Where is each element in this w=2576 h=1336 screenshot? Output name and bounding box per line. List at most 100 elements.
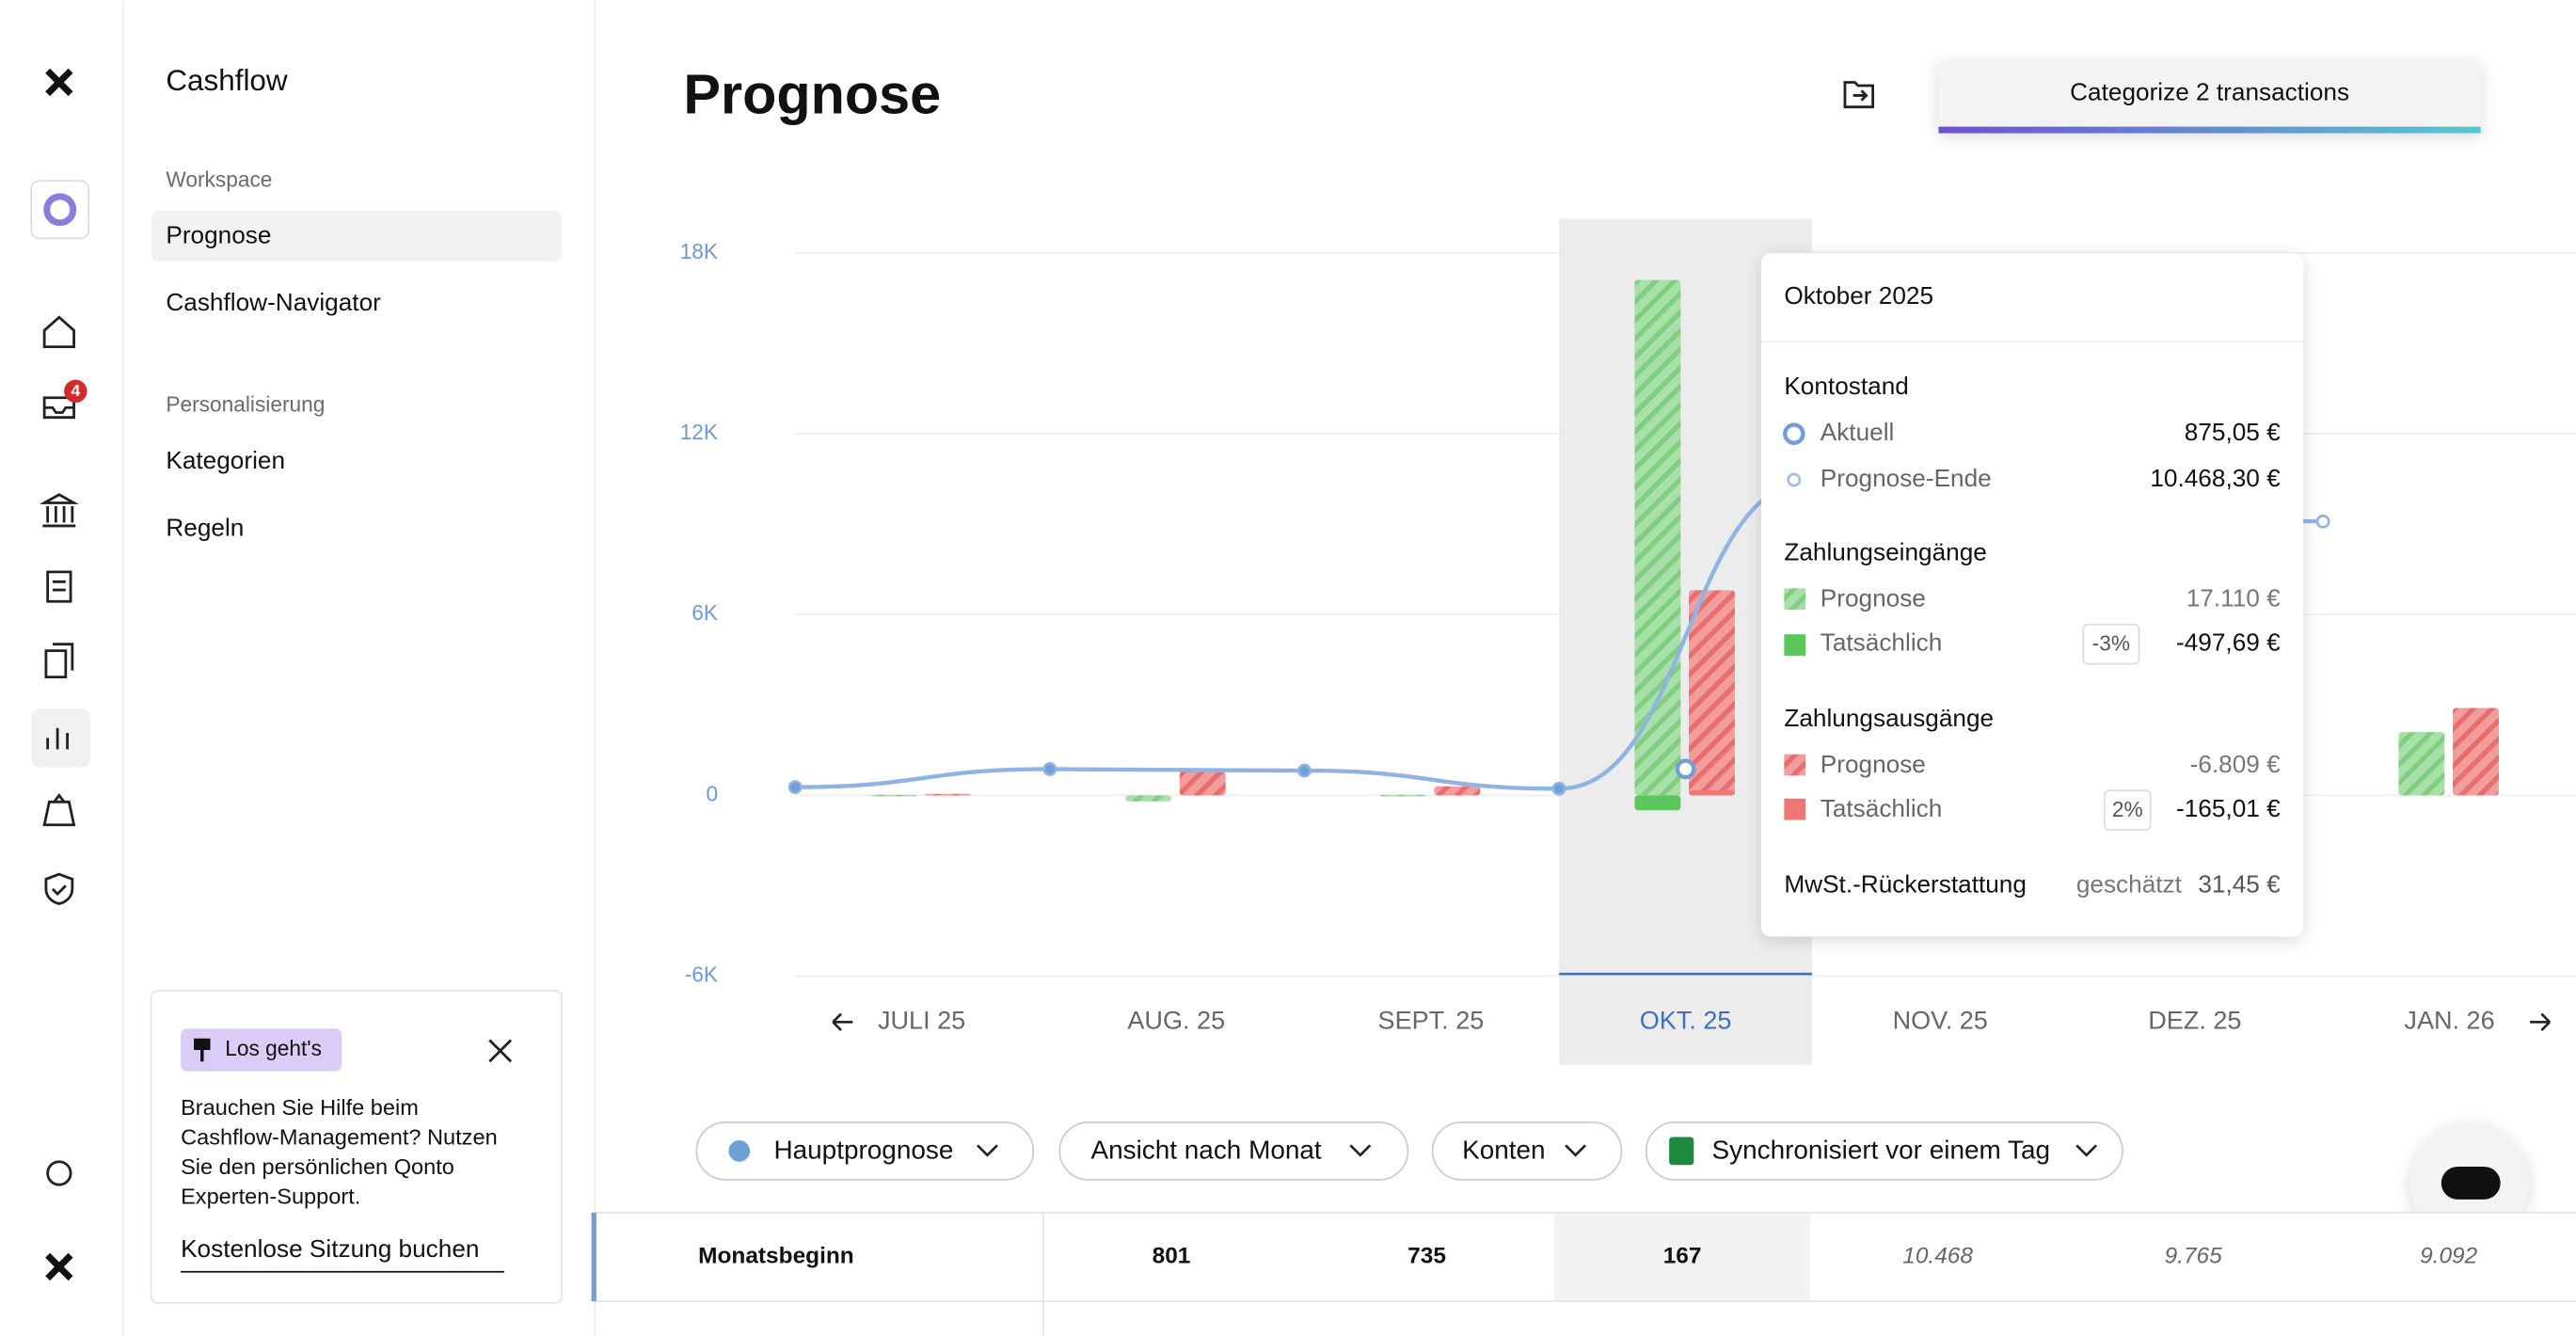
legend-dot [1787, 472, 1802, 487]
pct-label: -3% [2092, 631, 2130, 656]
button-label: Categorize 2 transactions [2070, 78, 2349, 106]
bar [1689, 790, 1735, 796]
filter-label: Synchronisiert vor einem Tag [1712, 1136, 2051, 1165]
table-cell: 10.468 [1902, 1243, 1973, 1268]
docs-icon[interactable] [44, 643, 74, 679]
help-text: Sie den persönlichen Qonto [181, 1154, 454, 1179]
pct-label: 2% [2112, 797, 2143, 821]
bar [1689, 590, 1735, 796]
org-icon[interactable] [30, 180, 90, 240]
bar [1379, 794, 1426, 797]
vat-label: MwSt.-Rückerstattung [1784, 869, 2027, 898]
receipt-icon[interactable] [46, 570, 72, 603]
active-icon-bg [31, 708, 91, 768]
filter-pill[interactable] [695, 1121, 1035, 1181]
table-cell: 9.092 [2420, 1243, 2478, 1268]
vat-note: geschätzt [2076, 869, 2183, 898]
filter-label: Hauptprognose [773, 1136, 953, 1165]
nav-item[interactable]: Regeln [166, 513, 244, 541]
pct-chip [2103, 789, 2152, 831]
balance-point [1042, 762, 1057, 776]
filter-pill[interactable] [1058, 1121, 1409, 1181]
bar [1125, 795, 1172, 802]
badge [64, 379, 87, 403]
x-tick-label: OKT. 25 [1640, 1006, 1732, 1034]
close-button[interactable] [488, 1039, 513, 1063]
x-tick-label: NOV. 25 [1893, 1006, 1988, 1034]
nav-item[interactable]: Kategorien [166, 446, 285, 474]
nav-item[interactable]: Cashflow-Navigator [166, 288, 381, 316]
chart-icon[interactable] [46, 727, 69, 750]
help-text: Experten-Support. [181, 1184, 360, 1208]
export-icon[interactable] [1843, 81, 1875, 109]
tooltip-label: Tatsächlich [1821, 628, 1943, 657]
filter-dot [728, 1140, 751, 1162]
table-cell: 735 [1407, 1243, 1446, 1268]
bank-icon[interactable] [39, 493, 79, 528]
tooltip-value: -6.809 € [2190, 750, 2282, 778]
tooltip-section: Zahlungsausgänge [1784, 704, 1994, 732]
help-link[interactable]: Kostenlose Sitzung buchen [181, 1234, 479, 1263]
logo [45, 68, 73, 97]
legend-swatch [1784, 754, 1806, 776]
row-accent [591, 1212, 596, 1302]
bar [1634, 795, 1681, 811]
actual-point [1675, 758, 1696, 780]
org-logo [43, 193, 77, 227]
y-tick-label: -6K [685, 962, 718, 986]
tooltip-value: -497,69 € [2176, 628, 2281, 657]
home-icon[interactable] [42, 315, 75, 349]
legend-swatch [1784, 798, 1806, 820]
filter-label: Konten [1462, 1136, 1546, 1165]
vat-value: 31,45 € [2198, 869, 2281, 898]
sheet-icon [1669, 1137, 1694, 1166]
nav-arrows[interactable] [832, 1012, 2551, 1031]
legend-swatch [1784, 634, 1806, 656]
y-tick-label: 12K [680, 420, 718, 444]
selected-cell [1553, 1212, 1811, 1302]
x-tick-label: JAN. 26 [2404, 1006, 2494, 1034]
tooltip-value: 875,05 € [2185, 418, 2281, 446]
bag-icon[interactable] [42, 793, 76, 827]
sidebar-title: Cashflow [166, 64, 288, 97]
balance-point [2315, 514, 2330, 529]
bar [1179, 771, 1226, 796]
chat-icon [2441, 1166, 2501, 1200]
filter-pill[interactable] [1645, 1121, 2123, 1181]
tag-icon [194, 1038, 211, 1062]
tooltip-label: Prognose-Ende [1821, 464, 1992, 492]
x-tick-label: DEZ. 25 [2148, 1006, 2241, 1034]
button-gradient [1938, 126, 2481, 134]
y-tick-label: 6K [692, 600, 718, 625]
inbox-icon[interactable] [42, 396, 75, 420]
nav-item[interactable]: Prognose [166, 221, 271, 249]
tooltip-label: Aktuell [1821, 418, 1895, 446]
tooltip-value: -165,01 € [2176, 794, 2281, 822]
shield-icon[interactable] [44, 872, 74, 906]
tooltip-label: Prognose [1821, 583, 1926, 612]
table-cell: 9.765 [2165, 1243, 2223, 1268]
tooltip-title: Oktober 2025 [1784, 281, 1933, 310]
bar [870, 794, 917, 797]
help-text: Cashflow-Management? Nutzen [181, 1124, 498, 1149]
legend-dot [1783, 422, 1805, 445]
categorize-button[interactable] [1938, 60, 2481, 134]
tooltip-section: Kontostand [1784, 372, 1909, 400]
y-tick-label: 18K [680, 239, 718, 263]
active-item-bg [151, 210, 563, 262]
balance-point [787, 780, 803, 795]
help-tag: Los geht's [225, 1036, 322, 1060]
help-text: Brauchen Sie Hilfe beim [181, 1095, 419, 1120]
help-tag-bg [181, 1028, 342, 1072]
section-label: Personalisierung [166, 391, 325, 416]
rail-icons[interactable]: 4 [30, 68, 91, 1281]
bar [2398, 732, 2445, 796]
x-tick-label: SEPT. 25 [1378, 1006, 1485, 1034]
filter-pill[interactable] [1431, 1121, 1623, 1181]
filter-label: Ansicht nach Monat [1090, 1136, 1321, 1165]
settings-icon[interactable] [46, 1160, 72, 1186]
balance-point [1551, 781, 1566, 796]
tooltip-value: 10.468,30 € [2150, 464, 2281, 492]
table-cell: 167 [1663, 1243, 1702, 1268]
